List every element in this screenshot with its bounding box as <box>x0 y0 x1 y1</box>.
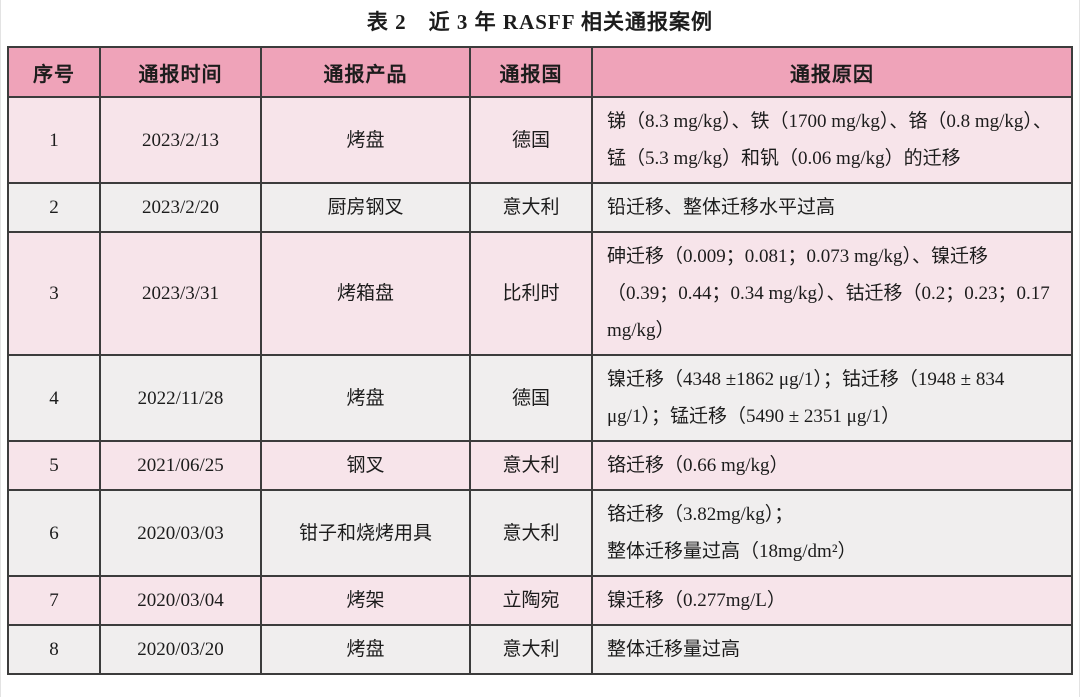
notify-reason-cell: 整体迁移量过高 <box>591 624 1073 675</box>
table-row: 8 2020/03/20 烤盘 意大利 整体迁移量过高 <box>7 624 1073 675</box>
column-header-2: 通报产品 <box>260 46 471 98</box>
notify-country-cell: 意大利 <box>469 182 593 233</box>
table-row: 2 2023/2/20 厨房钢叉 意大利 铅迁移、整体迁移水平过高 <box>7 182 1073 233</box>
column-header-0: 序号 <box>7 46 101 98</box>
row-number-cell: 5 <box>7 440 101 491</box>
notify-date-cell: 2023/2/13 <box>99 96 262 184</box>
table-row: 4 2022/11/28 烤盘 德国 镍迁移（4348 ±1862 μg/1）；钴迁移（… <box>7 354 1073 442</box>
notify-reason-cell: 镍迁移（4348 ±1862 μg/1）；钴迁移（1948 ± 834 μg/1… <box>591 354 1073 442</box>
notify-country-cell: 德国 <box>469 354 593 442</box>
notify-reason-cell: 锑（8.3 mg/kg）、铁（1700 mg/kg）、铬（0.8 mg/kg）、… <box>591 96 1073 184</box>
row-number-cell: 7 <box>7 575 101 626</box>
notify-date-cell: 2020/03/03 <box>99 489 262 577</box>
table-row: 5 2021/06/25 钢叉 意大利 铬迁移（0.66 mg/kg） <box>7 440 1073 491</box>
notify-date-cell: 2020/03/04 <box>99 575 262 626</box>
notify-product-cell: 烤架 <box>260 575 471 626</box>
table-row: 3 2023/3/31 烤箱盘 比利时 砷迁移（0.009；0.081；0.073 mg… <box>7 231 1073 356</box>
row-number-cell: 3 <box>7 231 101 356</box>
notify-country-cell: 立陶宛 <box>469 575 593 626</box>
notify-date-cell: 2023/3/31 <box>99 231 262 356</box>
notify-product-cell: 烤盘 <box>260 624 471 675</box>
rasff-table: 序号 通报时间 通报产品 通报国 通报原因 1 2023/2/13 烤盘 德国 锑（8.3 mg… <box>7 46 1073 675</box>
table-row: 6 2020/03/03 钳子和烧烤用具 意大利 铬迁移（3.82mg/kg）； 整体迁… <box>7 489 1073 577</box>
table-row: 7 2020/03/04 烤架 立陶宛 镍迁移（0.277mg/L） <box>7 575 1073 626</box>
notify-reason-cell: 铅迁移、整体迁移水平过高 <box>591 182 1073 233</box>
row-number-cell: 4 <box>7 354 101 442</box>
notify-country-cell: 意大利 <box>469 440 593 491</box>
notify-date-cell: 2023/2/20 <box>99 182 262 233</box>
notify-product-cell: 钳子和烧烤用具 <box>260 489 471 577</box>
table-body: 1 2023/2/13 烤盘 德国 锑（8.3 mg/kg）、铁（1700 mg/kg）… <box>7 96 1073 675</box>
notify-reason-cell: 铬迁移（3.82mg/kg）； 整体迁移量过高（18mg/dm²） <box>591 489 1073 577</box>
column-header-1: 通报时间 <box>99 46 262 98</box>
column-header-3: 通报国 <box>469 46 593 98</box>
table-row: 1 2023/2/13 烤盘 德国 锑（8.3 mg/kg）、铁（1700 mg/kg）… <box>7 96 1073 184</box>
notify-date-cell: 2020/03/20 <box>99 624 262 675</box>
notify-product-cell: 烤盘 <box>260 354 471 442</box>
notify-reason-cell: 镍迁移（0.277mg/L） <box>591 575 1073 626</box>
notify-country-cell: 意大利 <box>469 489 593 577</box>
notify-product-cell: 钢叉 <box>260 440 471 491</box>
notify-product-cell: 烤箱盘 <box>260 231 471 356</box>
table-caption: 表 2 近 3 年 RASFF 相关通报案例 <box>366 10 714 34</box>
row-number-cell: 8 <box>7 624 101 675</box>
notify-country-cell: 意大利 <box>469 624 593 675</box>
row-number-cell: 2 <box>7 182 101 233</box>
header-row: 序号 通报时间 通报产品 通报国 通报原因 <box>7 46 1073 98</box>
row-number-cell: 1 <box>7 96 101 184</box>
notify-product-cell: 烤盘 <box>260 96 471 184</box>
notify-reason-cell: 铬迁移（0.66 mg/kg） <box>591 440 1073 491</box>
notify-product-cell: 厨房钢叉 <box>260 182 471 233</box>
row-number-cell: 6 <box>7 489 101 577</box>
column-header-4: 通报原因 <box>591 46 1073 98</box>
notify-reason-cell: 砷迁移（0.009；0.081；0.073 mg/kg）、镍迁移（0.39；0.… <box>591 231 1073 356</box>
notify-country-cell: 德国 <box>469 96 593 184</box>
notify-date-cell: 2022/11/28 <box>99 354 262 442</box>
notify-country-cell: 比利时 <box>469 231 593 356</box>
notify-date-cell: 2021/06/25 <box>99 440 262 491</box>
